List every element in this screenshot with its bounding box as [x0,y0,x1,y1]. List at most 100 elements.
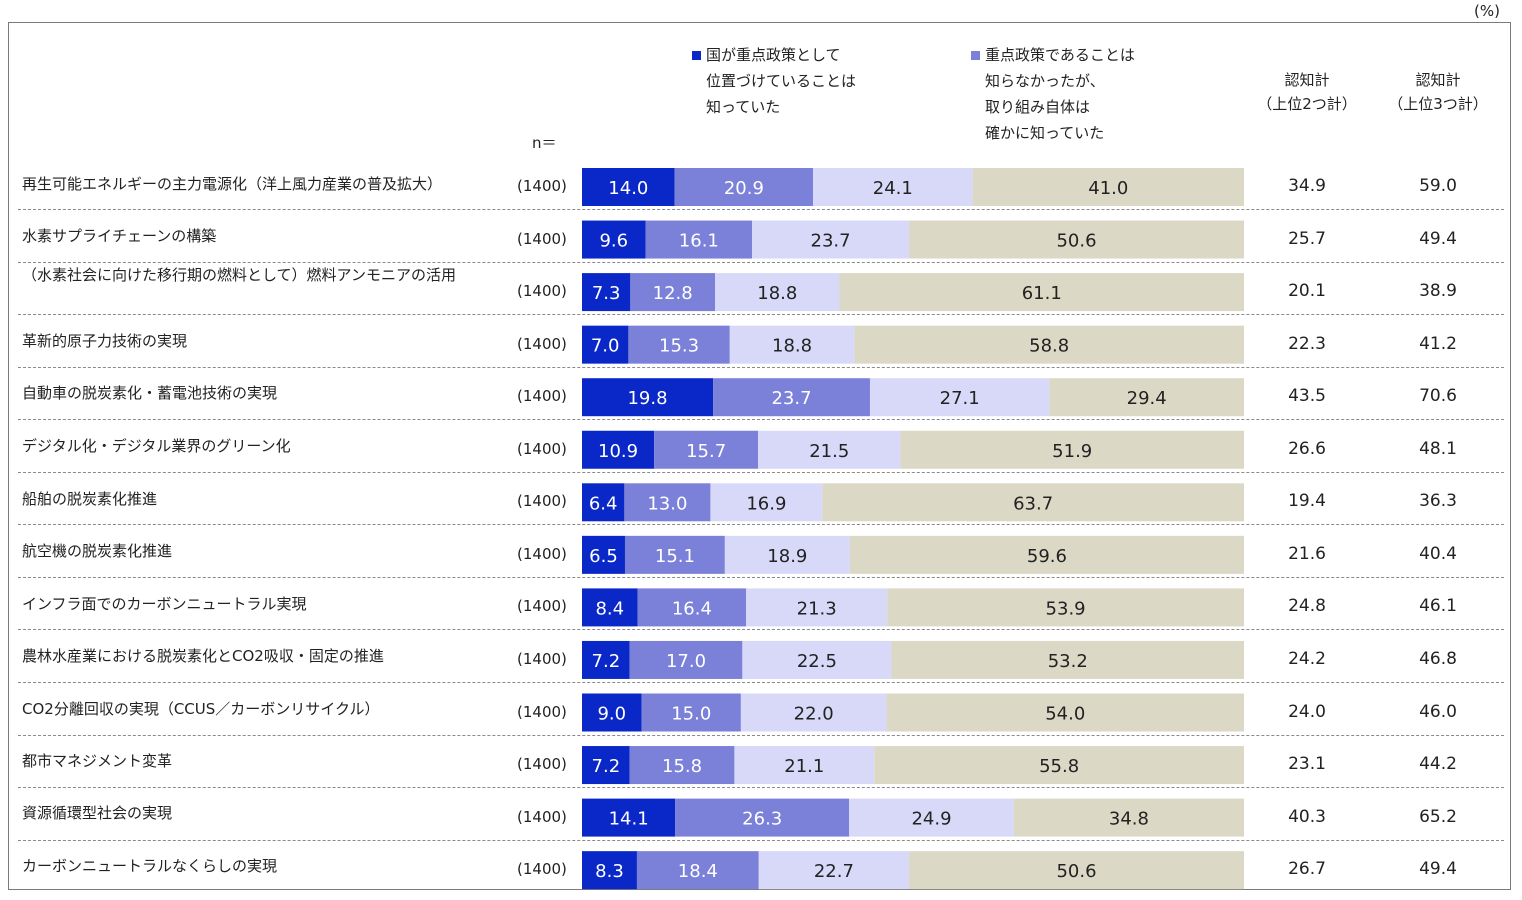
bar-data-label: 14.0 [608,178,648,199]
total-top2-value: 40.3 [1288,806,1326,827]
bar-data-label: 23.7 [811,231,851,252]
legend-item-2: 重点政策であることは 知らなかったが、 取り組み自体は 確かに知っていた [971,42,1135,146]
legend-2-line-4: 確かに知っていた [985,124,1105,142]
bar-segment-4 [1013,798,1244,837]
sample-size: (1400) [517,439,567,458]
bar-segment-2 [645,220,753,259]
category-label: 水素サプライチェーンの構築 [22,227,217,245]
bar-segment-1 [582,483,625,522]
bar-segment-3 [746,588,888,627]
bar-data-label: 15.7 [686,441,726,462]
bar-segment-2 [713,378,870,417]
bar-data-label: 22.0 [794,704,834,725]
row-separator [18,314,1504,316]
total-top2-value: 20.1 [1288,281,1326,302]
bar-segment-2 [641,693,741,732]
bar-data-label: 23.7 [771,388,811,409]
bar-data-label: 13.0 [647,493,687,514]
bar-data-label: 8.4 [595,598,624,619]
bar-segment-2 [629,746,735,785]
column-header-top2-line-2: （上位2つ計） [1257,95,1357,113]
category-label: 再生可能エネルギーの主力電源化（洋上風力産業の普及拡大） [22,175,443,193]
bar-segment-2 [654,430,759,469]
bar-data-label: 15.8 [662,756,702,777]
row-separator [18,524,1504,526]
bar-segment-1 [582,430,655,469]
row-separator [18,787,1504,789]
category-label: 船舶の脱炭素化推進 [22,490,158,508]
total-top3-value: 38.9 [1419,281,1457,302]
sample-size: (1400) [517,387,567,406]
bar-segment-1 [582,798,676,837]
category-label: インフラ面でのカーボンニュートラル実現 [22,595,307,613]
total-top3-value: 40.4 [1419,543,1457,564]
bar-data-label: 50.6 [1056,231,1096,252]
bar-data-label: 61.1 [1022,283,1062,304]
bar-segment-2 [629,640,743,679]
bar-segment-4 [854,325,1244,364]
bar-data-label: 53.2 [1048,651,1088,672]
bar-data-label: 41.0 [1088,178,1128,199]
total-top2-value: 43.5 [1288,386,1326,407]
column-header-top2-line-1: 認知計 [1284,71,1330,89]
legend-1-line-3: 知っていた [706,98,781,116]
legend-1-line-2: 位置づけていることは [706,72,857,90]
category-label: 自動車の脱炭素化・蓄電池技術の実現 [22,384,278,402]
bar-segment-4 [839,273,1244,312]
total-top2-value: 19.4 [1288,491,1326,512]
bar-segment-3 [724,535,850,574]
bar-data-label: 10.9 [598,441,638,462]
bar-segment-3 [742,640,892,679]
column-header-top3-line-1: 認知計 [1415,71,1461,89]
category-label: 航空機の脱炭素化推進 [22,542,173,560]
total-top3-value: 46.8 [1419,648,1457,669]
sample-size: (1400) [517,229,567,248]
bar-segment-1 [582,693,642,732]
sample-size: (1400) [517,649,567,668]
bar-data-label: 17.0 [666,651,706,672]
bar-data-label: 18.4 [678,861,718,882]
bar-segment-1 [582,535,625,574]
sample-size: (1400) [517,597,567,616]
bar-segment-3 [758,430,901,469]
bar-segment-2 [628,325,730,364]
legend-item-1: 国が重点政策として 位置づけていることは 知っていた [692,42,856,120]
total-top2-value: 26.7 [1288,859,1326,880]
bar-data-label: 7.3 [592,283,621,304]
bar-segment-4 [1049,378,1244,417]
bar-segment-2 [637,588,747,627]
total-top3-value: 46.1 [1419,596,1457,617]
bar-segment-4 [909,851,1244,890]
bar-segment-2 [674,168,814,206]
bar-data-label: 54.0 [1045,704,1085,725]
bar-data-label: 15.3 [659,336,699,357]
column-header-top2: 認知計 （上位2つ計） [1247,68,1367,116]
total-top3-value: 59.0 [1419,176,1457,196]
bar-data-label: 20.9 [724,178,764,199]
bar-segment-4 [874,746,1244,785]
bar-data-label: 21.1 [784,756,824,777]
row-separator [18,681,1504,683]
total-top3-value: 44.2 [1419,754,1457,775]
bar-data-label: 16.9 [746,493,786,514]
bar-segment-3 [740,693,887,732]
bar-data-label: 50.6 [1056,861,1096,882]
total-top2-value: 34.9 [1288,176,1326,196]
total-top3-value: 46.0 [1419,701,1457,722]
total-top2-value: 23.1 [1288,754,1326,775]
bar-data-label: 18.9 [767,546,807,567]
sample-size: (1400) [517,282,567,301]
bar-segment-2 [675,798,850,837]
row-separator [18,471,1504,473]
total-top2-value: 24.2 [1288,648,1326,669]
bar-data-label: 16.4 [672,598,712,619]
row-separator [18,419,1504,421]
bar-segment-4 [887,588,1244,627]
sample-size: (1400) [517,755,567,774]
sample-size: (1400) [517,807,567,826]
category-label: 資源循環型社会の実現 [22,804,173,822]
bar-data-label: 6.5 [589,546,618,567]
legend-2-line-2: 知らなかったが、 [985,72,1105,90]
bar-segment-3 [752,220,910,259]
total-top2-value: 21.6 [1288,543,1326,564]
